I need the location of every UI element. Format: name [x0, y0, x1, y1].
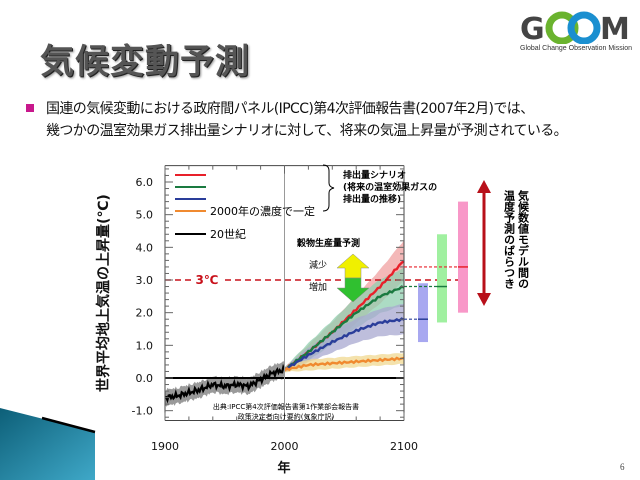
gcom-logo: G M Global Change Observation Mission [518, 8, 638, 58]
logo-blue-ring-icon [567, 11, 601, 44]
source-line-1: 出典:IPCC第4次評価報告書第1作業部会報告書 [213, 402, 359, 411]
threshold-label-background [192, 268, 222, 290]
y-tick-label: 0.0 [136, 372, 154, 385]
bullet-line-1: 国連の気候変動における政府間パネル(IPCC)第4次評価報告書(2007年2月)… [46, 101, 534, 117]
crop-production-annotation: 穀物生産量予測 減少 増加 [297, 237, 370, 303]
model-spread-annotation: 気候数値モデル間の 温度予測のばらつき [477, 180, 530, 306]
scenario-label-1: 排出量シナリオ [343, 169, 406, 181]
legend: 2000年の濃度で一定 20世紀 排出量シナリオ (将来の温室効果ガスの 排出量… [175, 164, 437, 241]
corner-decoration [0, 408, 96, 480]
y-tick-label: 1.0 [136, 339, 154, 352]
spread-arrow-down-icon [477, 293, 491, 306]
series-lines [164, 260, 405, 404]
slide-title: 気候変動予測 [40, 42, 250, 82]
logo-subtitle: Global Change Observation Mission [520, 45, 633, 52]
y-tick-label: 3.0 [136, 274, 154, 287]
series-line-20世紀 [164, 363, 286, 404]
bullet-line-2: 幾つかの温室効果ガス排出量シナリオに対して、将来の気温上昇量が予測されている。 [46, 123, 568, 139]
logo-letter-m: M [600, 12, 630, 44]
crop-title: 穀物生産量予測 [297, 237, 360, 249]
x-tick-label: 2000 [271, 440, 299, 453]
range-bar-A2 [458, 201, 468, 313]
scenario-label-2: (将来の温室効果ガスの [343, 181, 437, 193]
range-bar-A1B [437, 234, 447, 323]
logo-green-ring-icon [545, 11, 579, 44]
source-line-2: 政策決定者向け要約(気象庁訳) [238, 412, 335, 421]
crop-decrease-label: 減少 [309, 259, 327, 271]
y-tick-label: 2.0 [136, 307, 154, 320]
range-bars-2100 [404, 201, 468, 343]
legend-label-20th-century: 20世紀 [210, 228, 246, 241]
x-axis-label: 年 [277, 460, 290, 476]
scenario-brace-icon [322, 164, 335, 212]
range-bar-B1 [418, 283, 428, 343]
axes: 6.0 5.0 4.0 3.0 2.0 1.0 0.0 -1.0 1900 2000 2100 [132, 165, 418, 453]
scenario-label-3: 排出量の推移) [343, 193, 401, 205]
logo-letter-g: G [520, 12, 545, 44]
threshold-3c-label: 3℃ [196, 273, 219, 287]
logo-mark: G M [520, 11, 630, 44]
crop-increase-arrow-icon [336, 277, 370, 303]
y-axis-label: 世界平均地上気温の上昇量(℃) [95, 194, 112, 392]
series-line-B1 [283, 317, 405, 371]
y-tick-label: 5.0 [136, 209, 154, 222]
spread-arrow-up-icon [477, 180, 491, 193]
bullet-square-icon [26, 104, 34, 112]
series-line-A1B [284, 285, 405, 371]
spread-label-2: 温度予測のばらつき [503, 189, 516, 290]
y-tick-label: -1.0 [132, 405, 153, 418]
crop-increase-label: 増加 [309, 281, 327, 293]
y-tick-label: 4.0 [136, 241, 154, 254]
x-tick-label: 1900 [151, 440, 179, 453]
spread-label-1: 気候数値モデル間の [517, 189, 531, 289]
y-tick-label: 6.0 [136, 176, 154, 189]
legend-label-constant: 2000年の濃度で一定 [210, 204, 315, 218]
series-line-2000年の濃度で一定 [283, 356, 405, 372]
x-tick-label: 2100 [390, 440, 418, 453]
band-B1 [284, 304, 404, 372]
page-number: 6 [620, 462, 625, 472]
